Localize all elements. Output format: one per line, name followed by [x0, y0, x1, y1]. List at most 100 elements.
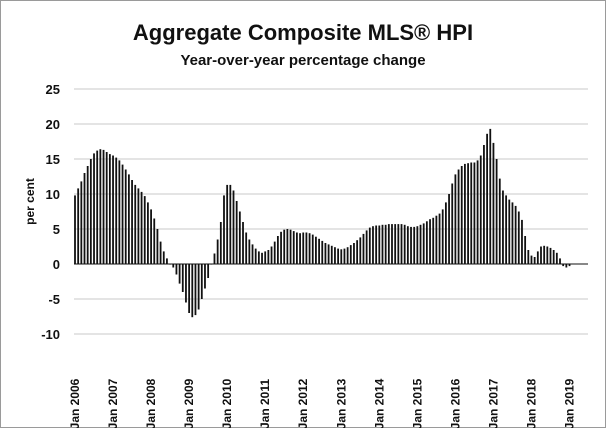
bar	[508, 199, 511, 264]
chart-title: Aggregate Composite MLS® HPI	[132, 20, 474, 45]
x-tick-label: Jan 2011	[258, 379, 272, 428]
bar	[267, 250, 270, 264]
bar	[89, 159, 92, 264]
bar	[425, 221, 428, 264]
y-axis-tick-labels: 25 20 15 10 5 0 -5 -10	[41, 82, 60, 342]
bar	[229, 184, 232, 264]
y-tick-label: 0	[53, 257, 60, 272]
bar	[349, 245, 352, 264]
bar	[238, 211, 241, 264]
bar	[162, 251, 165, 264]
bar	[530, 255, 533, 264]
bar	[479, 155, 482, 264]
bar	[102, 149, 105, 264]
bar	[533, 257, 536, 264]
bar	[74, 195, 76, 264]
bar	[156, 229, 159, 264]
bar	[264, 251, 267, 264]
bar	[517, 211, 520, 264]
bar	[299, 233, 301, 264]
x-tick-label: Jan 2016	[448, 378, 462, 428]
bar	[315, 236, 317, 264]
bar	[159, 241, 162, 264]
bar	[372, 226, 374, 264]
bar	[127, 174, 130, 264]
bar	[242, 222, 244, 264]
x-tick-label: Jan 2015	[410, 378, 424, 428]
bar	[387, 224, 390, 264]
bar	[378, 225, 381, 264]
bar	[153, 218, 156, 264]
bar	[514, 205, 517, 264]
bar	[330, 245, 333, 264]
bar	[204, 264, 206, 289]
bar	[546, 246, 549, 264]
bar	[486, 133, 488, 264]
bar	[549, 247, 552, 264]
bar	[375, 225, 378, 264]
bar	[283, 229, 286, 264]
bar	[502, 190, 504, 264]
bar	[527, 250, 530, 264]
bar	[124, 169, 127, 264]
bar	[457, 169, 460, 264]
bar	[353, 243, 355, 264]
bar	[543, 245, 546, 264]
bar	[305, 232, 308, 264]
bar	[200, 264, 203, 299]
bar	[356, 240, 359, 264]
bar	[219, 222, 222, 264]
x-tick-label: Jan 2009	[182, 378, 196, 428]
bar	[384, 224, 387, 264]
bar	[429, 219, 431, 264]
bar	[289, 229, 292, 264]
bar	[492, 142, 495, 264]
bar	[476, 160, 479, 264]
bar	[280, 231, 282, 264]
bar	[321, 240, 324, 264]
bar	[467, 163, 469, 264]
bar	[381, 224, 384, 264]
bar	[324, 243, 327, 264]
bar	[422, 223, 425, 264]
bar	[257, 251, 260, 264]
bar	[448, 194, 450, 264]
x-tick-label: Jan 2006	[68, 378, 82, 428]
bar	[511, 202, 514, 264]
x-tick-label: Jan 2019	[563, 378, 577, 428]
bar	[83, 173, 86, 264]
bar	[470, 162, 473, 264]
bar	[368, 227, 371, 264]
bar	[105, 152, 108, 264]
bar	[397, 224, 400, 264]
y-axis-label: per cent	[23, 178, 37, 225]
bar	[178, 264, 181, 284]
bar	[93, 153, 95, 264]
bar	[340, 249, 343, 264]
bar	[444, 202, 447, 264]
bar	[410, 226, 412, 264]
bar	[555, 252, 558, 264]
y-tick-label: 5	[53, 222, 60, 237]
bar	[226, 184, 229, 264]
bar	[175, 264, 178, 275]
x-tick-label: Jan 2018	[525, 378, 539, 428]
bar	[86, 166, 89, 264]
bar	[438, 213, 441, 264]
bar	[150, 209, 152, 264]
bar	[318, 238, 320, 264]
bar	[166, 258, 168, 264]
bar	[140, 191, 143, 264]
bar	[302, 232, 305, 264]
bar	[286, 229, 289, 264]
bar	[432, 217, 435, 264]
bar	[498, 178, 501, 264]
bar	[559, 258, 561, 264]
bar	[413, 226, 416, 264]
bar	[391, 224, 393, 264]
bar	[521, 219, 523, 264]
bar	[137, 188, 140, 264]
bar	[245, 232, 248, 264]
bar	[406, 226, 409, 264]
